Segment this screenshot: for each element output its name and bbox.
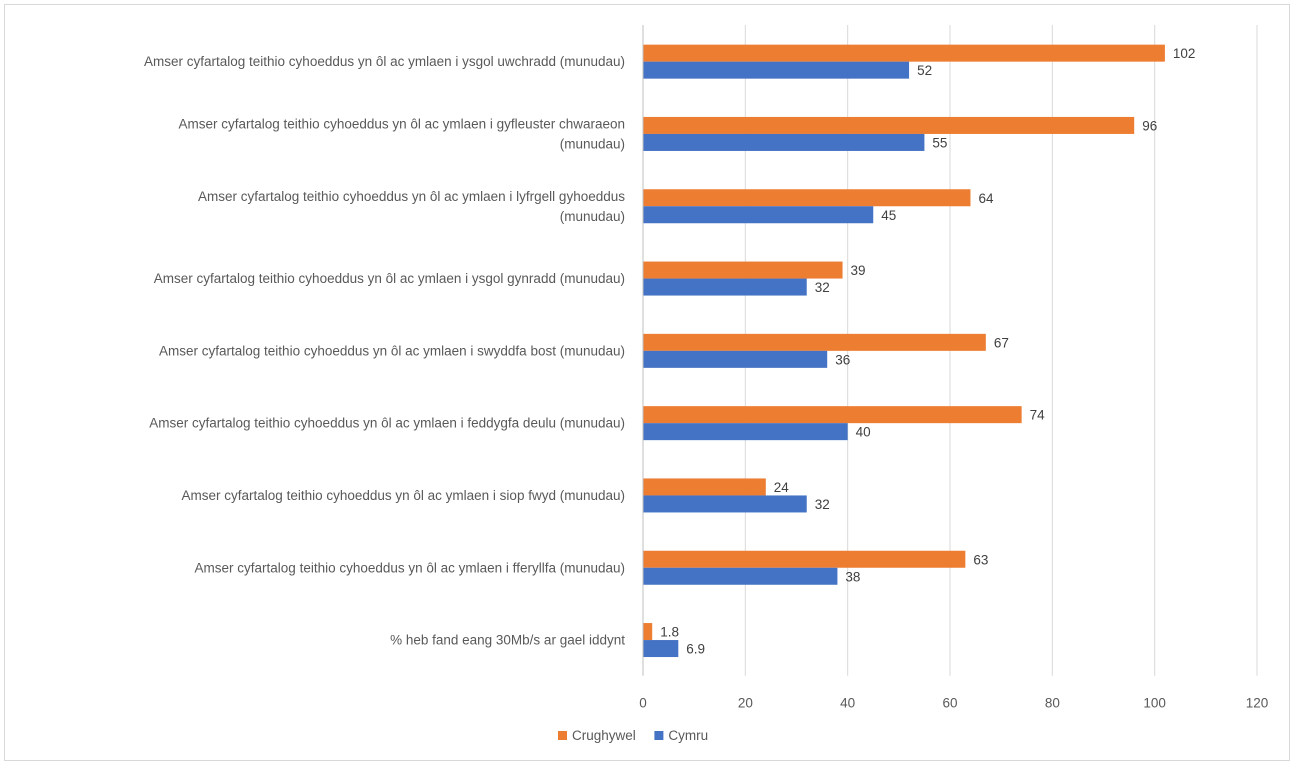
data-label-crughywel: 67: [994, 335, 1009, 350]
data-label-crughywel: 64: [978, 191, 994, 206]
bar-cymru: [643, 423, 848, 441]
bars: [643, 44, 1165, 658]
legend-label-crughywel: Crughywel: [572, 728, 636, 743]
data-label-cymru: 38: [845, 569, 860, 584]
bar-crughywel: [643, 333, 986, 351]
data-label-crughywel: 74: [1030, 408, 1046, 423]
bar-crughywel: [643, 116, 1135, 134]
bar-crughywel: [643, 550, 966, 568]
legend-swatch-crughywel: [558, 731, 567, 740]
chart-frame: 0 20 40 60 80 100 120 Amser cyfartalog teithio…: [4, 4, 1290, 761]
bar-crughywel: [643, 189, 971, 207]
bar-crughywel: [643, 261, 843, 279]
category-label: Amser cyfartalog teithio cyhoeddus yn ôl…: [154, 271, 625, 286]
data-labels: 102 52 96 55 64 45 39 32 67 36 74 40 24 32 63 38 1.8 6.9: [660, 46, 1195, 656]
bar-cymru: [643, 133, 925, 151]
data-label-crughywel: 96: [1142, 118, 1157, 133]
x-tick-label: 60: [942, 696, 957, 711]
bar-cymru: [643, 61, 910, 79]
category-label: Amser cyfartalog teithio cyhoeddus yn ôl…: [198, 189, 625, 204]
category-label: Amser cyfartalog teithio cyhoeddus yn ôl…: [159, 343, 625, 358]
data-label-crughywel: 24: [774, 480, 790, 495]
bar-cymru: [643, 640, 679, 658]
category-label: Amser cyfartalog teithio cyhoeddus yn ôl…: [149, 416, 625, 431]
data-label-crughywel: 63: [973, 552, 988, 567]
category-label: Amser cyfartalog teithio cyhoeddus yn ôl…: [179, 116, 625, 131]
x-tick-label: 120: [1246, 696, 1269, 711]
category-label: Amser cyfartalog teithio cyhoeddus yn ôl…: [195, 560, 625, 575]
x-tick-label: 20: [738, 696, 753, 711]
category-label: % heb fand eang 30Mb/s ar gael iddynt: [390, 633, 625, 648]
data-label-cymru: 52: [917, 63, 932, 78]
category-labels: Amser cyfartalog teithio cyhoeddus yn ôl…: [144, 54, 625, 647]
bar-crughywel: [643, 478, 766, 496]
category-label: (munudau): [560, 136, 625, 151]
bar-crughywel: [643, 623, 653, 641]
data-label-crughywel: 1.8: [660, 625, 679, 640]
x-tick-label: 0: [639, 696, 647, 711]
data-label-crughywel: 39: [851, 263, 866, 278]
legend-swatch-cymru: [654, 731, 664, 740]
bar-cymru: [643, 567, 838, 585]
data-label-cymru: 45: [881, 208, 896, 223]
bar-cymru: [643, 278, 807, 296]
bar-crughywel: [643, 406, 1022, 424]
legend-label-cymru: Cymru: [668, 728, 708, 743]
category-label: Amser cyfartalog teithio cyhoeddus yn ôl…: [144, 54, 625, 69]
data-label-cymru: 36: [835, 352, 850, 367]
x-tick-label: 40: [840, 696, 855, 711]
bar-chart: 0 20 40 60 80 100 120 Amser cyfartalog teithio…: [144, 25, 1268, 743]
legend: Crughywel Cymru: [558, 728, 708, 743]
data-label-cymru: 55: [932, 135, 947, 150]
data-label-cymru: 32: [815, 497, 830, 512]
data-label-cymru: 32: [815, 280, 830, 295]
data-label-cymru: 6.9: [686, 642, 705, 657]
bar-cymru: [643, 495, 807, 513]
data-label-cymru: 40: [856, 425, 871, 440]
axis: 0 20 40 60 80 100 120: [639, 25, 1268, 711]
category-label: (munudau): [560, 209, 625, 224]
data-label-crughywel: 102: [1173, 46, 1196, 61]
bar-cymru: [643, 206, 874, 224]
x-tick-label: 80: [1045, 696, 1060, 711]
category-label: Amser cyfartalog teithio cyhoeddus yn ôl…: [182, 488, 625, 503]
bar-cymru: [643, 350, 828, 368]
x-tick-label: 100: [1143, 696, 1166, 711]
bar-crughywel: [643, 44, 1165, 62]
